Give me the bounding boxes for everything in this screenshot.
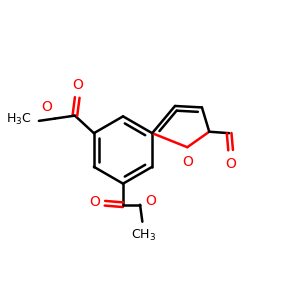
Text: H$_3$C: H$_3$C (6, 112, 31, 127)
Text: O: O (72, 78, 83, 92)
Text: CH$_3$: CH$_3$ (131, 228, 156, 243)
Text: O: O (225, 157, 236, 171)
Text: O: O (89, 195, 100, 209)
Text: O: O (41, 100, 52, 114)
Text: O: O (182, 154, 193, 169)
Text: O: O (145, 194, 156, 208)
